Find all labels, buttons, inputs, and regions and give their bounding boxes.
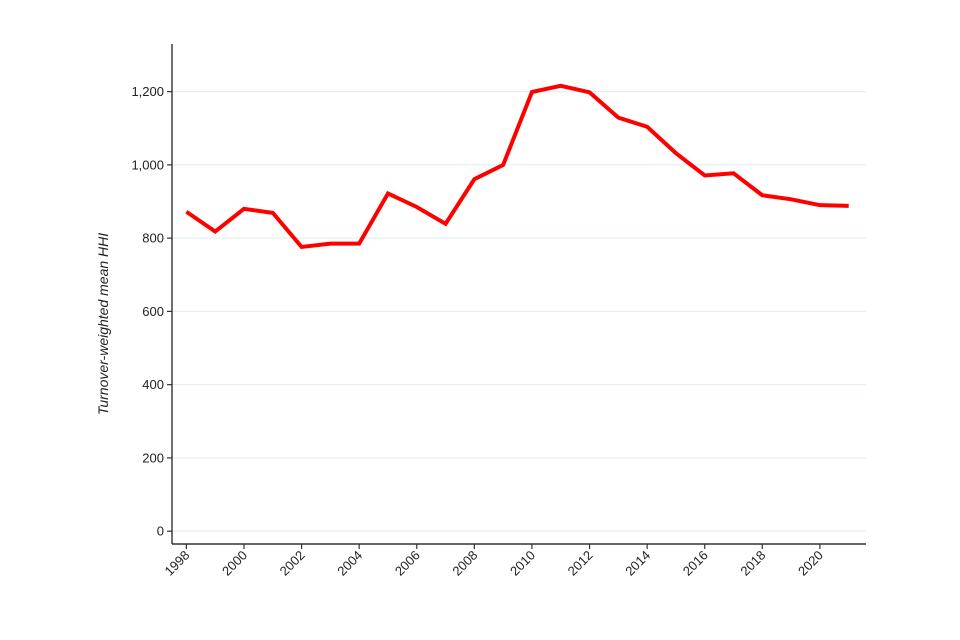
series-layer bbox=[185, 83, 849, 250]
x-tick-label: 2004 bbox=[334, 548, 365, 579]
y-tick-label: 200 bbox=[142, 450, 164, 465]
y-tick-label: 0 bbox=[157, 524, 164, 539]
y-tick-label: 1,000 bbox=[131, 157, 164, 172]
y-axis-title: Turnover-weighted mean HHI bbox=[95, 233, 111, 415]
y-tick-label: 600 bbox=[142, 304, 164, 319]
x-tick-label: 2020 bbox=[795, 548, 826, 579]
x-tick-label: 2008 bbox=[449, 548, 480, 579]
x-tick-label: 2002 bbox=[277, 548, 308, 579]
axes bbox=[171, 44, 866, 545]
x-tick-label: 2000 bbox=[219, 548, 250, 579]
y-tick-label: 1,200 bbox=[131, 84, 164, 99]
gridlines bbox=[172, 90, 866, 532]
x-tick-label: 2016 bbox=[680, 548, 711, 579]
y-tick-label: 400 bbox=[142, 377, 164, 392]
x-tick-label: 2010 bbox=[507, 548, 538, 579]
x-tick-label: 2014 bbox=[622, 548, 653, 579]
x-tick-label: 2012 bbox=[565, 548, 596, 579]
series-line bbox=[185, 83, 849, 250]
y-tick-label: 800 bbox=[142, 231, 164, 246]
x-axis-ticks: 1998 2000 2002 2004 2006 2008 2010 2012 2014 2016… bbox=[161, 544, 826, 579]
y-axis-ticks: 0 200 400 600 800 1,000 1,200 bbox=[131, 84, 172, 539]
x-tick-label: 1998 bbox=[161, 548, 192, 579]
x-tick-label: 2018 bbox=[737, 548, 768, 579]
x-tick-label: 2006 bbox=[392, 548, 423, 579]
